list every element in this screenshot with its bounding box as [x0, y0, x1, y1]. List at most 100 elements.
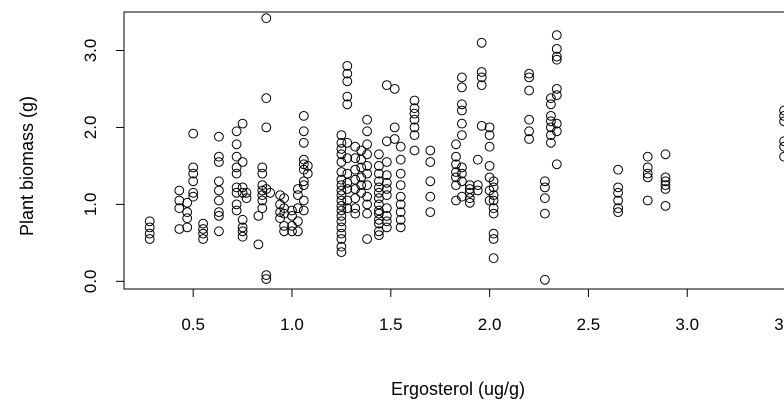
data-point — [425, 145, 436, 156]
data-point — [174, 203, 185, 214]
data-point — [409, 145, 420, 156]
data-point — [214, 185, 224, 196]
data-point — [613, 187, 623, 198]
data-point — [336, 144, 347, 154]
data-point — [779, 141, 784, 152]
data-point — [409, 103, 420, 114]
data-point — [613, 164, 623, 175]
data-point — [551, 126, 562, 137]
data-point — [374, 182, 384, 193]
data-point — [257, 195, 268, 206]
data-point — [342, 99, 353, 110]
data-point — [488, 190, 499, 201]
data-point — [642, 162, 653, 173]
data-point — [287, 226, 297, 237]
data-point — [551, 90, 562, 100]
data-point — [381, 80, 392, 90]
data-point — [336, 241, 347, 252]
x-tick-label: 1.5 — [379, 315, 403, 334]
data-point — [476, 37, 487, 48]
data-point — [374, 149, 384, 160]
data-point — [293, 190, 303, 201]
data-point — [381, 222, 392, 233]
data-point — [237, 222, 248, 233]
data-point — [336, 185, 347, 196]
data-point — [293, 226, 303, 237]
data-point — [457, 118, 467, 129]
data-point — [342, 203, 353, 214]
data-point — [457, 82, 467, 93]
data-point — [362, 199, 373, 210]
data-point — [257, 203, 268, 214]
data-point — [642, 151, 653, 162]
data-point — [472, 185, 483, 196]
data-point — [342, 153, 353, 164]
data-point — [356, 162, 367, 173]
data-point — [188, 187, 199, 198]
data-point — [336, 234, 347, 244]
data-point — [336, 174, 347, 185]
data-point — [551, 54, 562, 65]
data-point — [660, 176, 671, 187]
data-point — [551, 44, 562, 54]
data-point — [362, 114, 373, 125]
data-point — [546, 111, 556, 121]
x-tick-label: 2.5 — [577, 315, 601, 334]
data-point — [395, 222, 406, 233]
data-point — [182, 197, 193, 208]
data-point — [779, 136, 784, 147]
data-point — [362, 234, 373, 244]
axes — [123, 11, 784, 290]
data-point — [374, 226, 384, 237]
data-point — [231, 126, 242, 137]
data-point — [362, 168, 373, 179]
data-point — [409, 130, 420, 141]
data-point — [342, 137, 353, 148]
data-point — [214, 211, 224, 221]
data-point — [779, 116, 784, 127]
data-point — [261, 270, 272, 281]
data-point — [613, 207, 623, 218]
data-point — [484, 122, 495, 133]
data-point — [261, 93, 272, 104]
data-point — [546, 116, 556, 127]
data-point — [261, 122, 272, 133]
data-point — [524, 126, 534, 137]
data-point — [540, 176, 550, 187]
data-point — [350, 208, 361, 219]
data-point — [551, 51, 562, 62]
data-point — [395, 214, 406, 225]
data-point — [540, 274, 550, 285]
data-point — [144, 216, 155, 227]
data-point — [231, 151, 242, 162]
data-point — [350, 203, 361, 214]
data-point — [457, 191, 467, 202]
data-point — [293, 203, 303, 214]
data-point — [551, 118, 562, 129]
data-point — [342, 168, 353, 179]
data-point — [779, 111, 784, 121]
data-point — [298, 176, 309, 187]
data-point — [546, 93, 556, 104]
data-point — [302, 161, 313, 171]
data-point — [395, 199, 406, 210]
data-point — [476, 80, 487, 90]
data-point — [214, 157, 224, 167]
data-point — [342, 91, 353, 102]
data-point — [524, 114, 534, 125]
data-point — [381, 190, 392, 201]
data-point — [488, 176, 499, 187]
data-point — [457, 72, 467, 83]
data-point — [144, 234, 155, 244]
data-point — [188, 168, 199, 179]
data-point — [395, 168, 406, 179]
data-point — [342, 61, 353, 71]
data-point — [182, 222, 193, 233]
data-point — [188, 176, 199, 187]
data-point — [336, 137, 347, 148]
data-point — [540, 193, 550, 204]
data-point — [257, 162, 268, 173]
data-point — [524, 68, 534, 79]
data-point — [457, 130, 467, 141]
data-point — [336, 190, 347, 201]
